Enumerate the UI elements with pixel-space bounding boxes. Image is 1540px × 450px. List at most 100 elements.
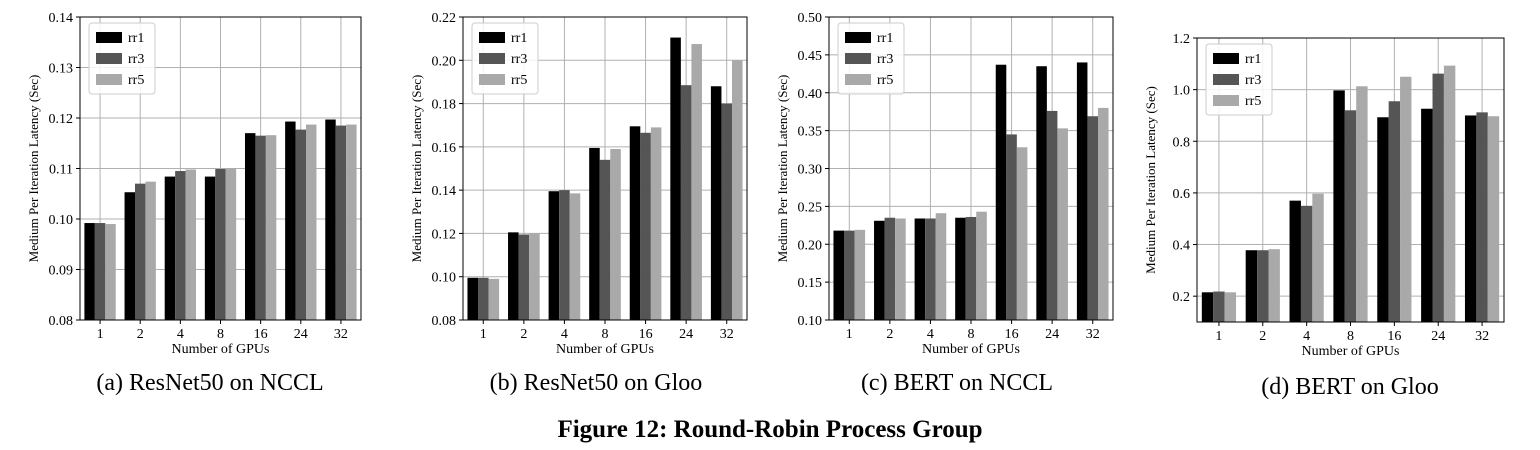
bar-rr1-16 (244, 133, 256, 320)
y-tick-label: 0.2 (1173, 290, 1191, 305)
legend-swatch-rr3 (479, 53, 505, 64)
bar-rr5-2 (145, 181, 156, 320)
y-tick-label: 0.08 (49, 314, 74, 329)
bar-rr5-16 (1016, 147, 1028, 320)
y-axis-label: Medium Per Iteration Latency (Sec) (409, 75, 424, 263)
bar-rr3-16 (1006, 134, 1017, 320)
bar-rr1-8 (955, 217, 966, 320)
bar-rr1-32 (1076, 62, 1088, 320)
bar-rr3-8 (1344, 110, 1357, 322)
subfigure-caption: (b) ResNet50 on Gloo (490, 370, 703, 396)
bar-rr3-1 (844, 230, 855, 320)
bar-rr3-32 (1476, 112, 1488, 323)
bar-rr1-16 (995, 64, 1007, 320)
bar-rr1-32 (1464, 115, 1477, 322)
legend-swatch-rr3 (845, 53, 871, 64)
legend-label-rr3: rr3 (511, 52, 527, 67)
y-axis-label: Medium Per Iteration Latency (Sec) (1143, 86, 1158, 274)
bar-rr3-8 (599, 159, 611, 320)
bar-rr3-16 (640, 132, 651, 320)
bar-rr3-24 (1432, 73, 1444, 322)
x-tick-label: 1 (97, 327, 104, 342)
bar-rr3-24 (1046, 110, 1058, 321)
chart-panel-0: 0.080.090.100.110.120.130.141 2 4 8 16 24 32Nu… (26, 11, 362, 396)
legend: rr1 rr3 rr5 (471, 22, 539, 95)
bar-rr5-32 (731, 60, 743, 321)
y-tick-label: 0.14 (432, 184, 457, 199)
x-tick-label: 8 (1347, 329, 1354, 344)
bar-rr3-8 (215, 169, 226, 320)
x-tick-label: 16 (639, 327, 653, 342)
y-tick-label: 0.22 (432, 11, 457, 26)
x-tick-label: 4 (561, 327, 568, 342)
bar-rr5-32 (1487, 116, 1500, 322)
y-tick-label: 0.16 (432, 141, 457, 156)
bar-rr3-4 (175, 171, 186, 320)
y-tick-label: 0.40 (798, 87, 823, 102)
chart-panel-2: 0.100.150.200.250.300.350.400.450.501 2 4 8… (775, 11, 1114, 396)
bar-rr1-4 (1289, 200, 1301, 322)
bar-rr5-4 (1312, 193, 1324, 322)
x-tick-label: 2 (1259, 329, 1266, 344)
legend-label-rr5: rr5 (1245, 94, 1261, 109)
legend-swatch-rr1 (479, 32, 505, 43)
y-tick-label: 0.12 (49, 112, 74, 127)
bar-rr3-1 (94, 223, 106, 320)
bar-rr3-2 (1257, 250, 1269, 322)
y-tick-label: 0.4 (1173, 239, 1191, 254)
y-tick-label: 0.13 (49, 62, 74, 77)
bar-rr3-2 (884, 217, 896, 320)
y-tick-label: 0.20 (798, 238, 823, 253)
bar-rr5-16 (1400, 76, 1412, 323)
subfigure-caption: (d) BERT on Gloo (1261, 374, 1438, 400)
bar-rr5-1 (1224, 292, 1237, 322)
bar-rr1-24 (670, 37, 681, 320)
x-tick-label: 4 (1303, 329, 1310, 344)
bar-rr1-4 (914, 218, 926, 320)
legend-label-rr3: rr3 (128, 52, 144, 67)
bar-rr1-32 (325, 119, 336, 320)
bar-rr3-1 (478, 277, 489, 320)
bar-rr3-16 (255, 135, 266, 320)
legend-swatch-rr5 (845, 74, 871, 85)
y-tick-label: 0.6 (1173, 187, 1191, 202)
x-tick-label: 32 (1475, 329, 1489, 344)
bar-rr1-2 (874, 220, 885, 320)
x-tick-label: 24 (679, 327, 693, 342)
x-tick-label: 24 (1045, 327, 1059, 342)
legend-label-rr1: rr1 (1245, 52, 1261, 67)
y-tick-label: 0.30 (798, 163, 823, 178)
legend-swatch-rr3 (1213, 74, 1239, 85)
y-tick-label: 0.25 (798, 200, 823, 215)
x-tick-label: 8 (217, 327, 224, 342)
bar-rr1-1 (1201, 292, 1214, 322)
y-tick-label: 1.0 (1173, 84, 1191, 99)
x-tick-label: 1 (480, 327, 487, 342)
bar-rr1-8 (204, 176, 216, 320)
y-tick-label: 0.08 (432, 314, 457, 329)
legend-swatch-rr1 (845, 32, 871, 43)
bar-rr3-4 (1300, 205, 1313, 322)
bar-rr3-32 (335, 125, 347, 320)
legend-label-rr3: rr3 (877, 52, 893, 67)
y-tick-label: 0.50 (798, 11, 823, 26)
bar-rr1-8 (589, 147, 600, 320)
bar-rr3-2 (518, 234, 530, 320)
legend-swatch-rr5 (96, 74, 122, 85)
bar-rr3-24 (680, 85, 692, 320)
bar-rr3-16 (1388, 101, 1401, 322)
bar-rr1-24 (1036, 66, 1047, 320)
bar-rr5-8 (1356, 86, 1368, 322)
x-tick-label: 4 (927, 327, 934, 342)
x-tick-label: 2 (137, 327, 144, 342)
y-axis-label: Medium Per Iteration Latency (Sec) (775, 75, 790, 263)
bar-rr5-24 (1443, 65, 1456, 322)
bar-rr5-24 (691, 44, 702, 321)
y-tick-label: 0.15 (798, 276, 823, 291)
x-tick-label: 24 (1431, 329, 1445, 344)
legend-label-rr5: rr5 (877, 73, 893, 88)
x-tick-label: 4 (177, 327, 184, 342)
bar-rr1-1 (84, 223, 95, 320)
bar-rr3-24 (295, 129, 307, 320)
